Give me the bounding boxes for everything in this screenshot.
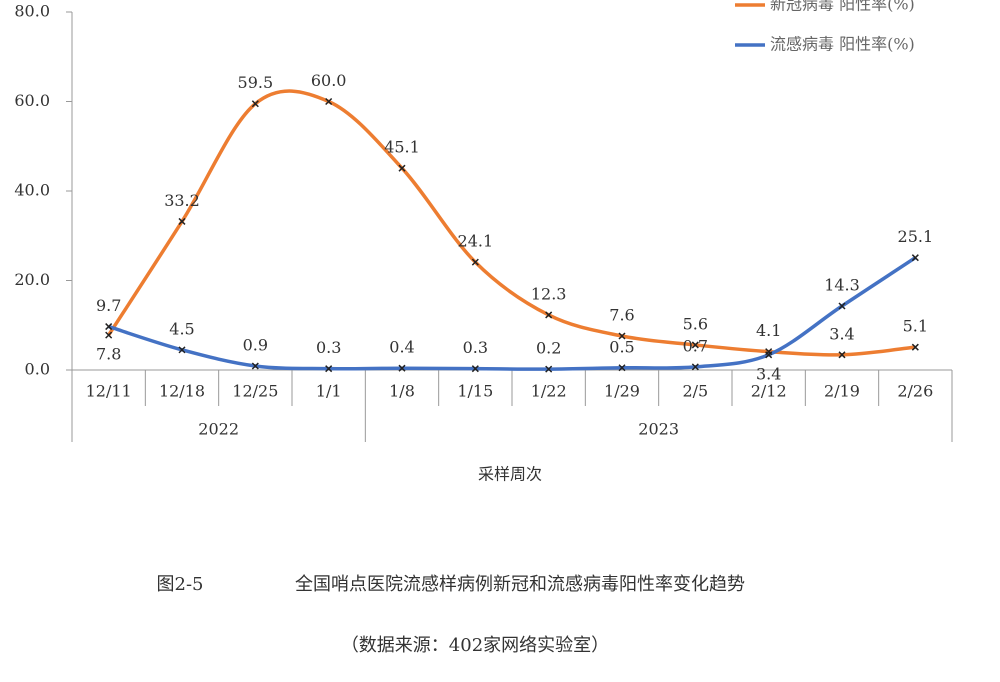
x-axis-title: 采样周次 bbox=[478, 465, 542, 484]
point-marker bbox=[398, 364, 406, 372]
point-marker bbox=[545, 311, 553, 319]
data-label: 0.3 bbox=[463, 338, 488, 357]
y-tick-label: 20.0 bbox=[14, 270, 50, 289]
point-marker bbox=[178, 346, 186, 354]
caption: 全国哨点医院流感样病例新冠和流感病毒阳性率变化趋势 bbox=[295, 574, 745, 595]
point-marker bbox=[618, 332, 626, 340]
point-marker bbox=[765, 351, 773, 359]
point-marker bbox=[838, 302, 846, 310]
source: （数据来源：402家网络实验室） bbox=[341, 635, 609, 656]
point-marker bbox=[911, 343, 919, 351]
data-label: 0.9 bbox=[243, 335, 268, 354]
data-label: 7.6 bbox=[609, 305, 634, 324]
group-label: 2023 bbox=[638, 420, 679, 439]
data-label: 59.5 bbox=[238, 73, 274, 92]
data-label: 7.8 bbox=[96, 345, 121, 364]
point-marker bbox=[325, 365, 333, 373]
y-tick-label: 60.0 bbox=[14, 91, 50, 110]
data-label: 5.6 bbox=[683, 314, 708, 333]
point-marker bbox=[178, 217, 186, 225]
x-tick-label: 1/1 bbox=[316, 382, 342, 401]
data-label: 24.1 bbox=[458, 232, 494, 251]
data-label: 12.3 bbox=[531, 284, 567, 303]
x-tick-label: 2/5 bbox=[682, 382, 708, 401]
x-tick-label: 1/15 bbox=[457, 382, 493, 401]
point-marker bbox=[545, 365, 553, 373]
data-label: 4.5 bbox=[169, 319, 194, 338]
point-marker bbox=[105, 331, 113, 339]
y-tick-label: 80.0 bbox=[14, 2, 50, 21]
series-line bbox=[107, 89, 916, 357]
point-marker bbox=[838, 351, 846, 359]
data-label: 25.1 bbox=[898, 227, 934, 246]
point-marker bbox=[325, 97, 333, 106]
point-marker bbox=[691, 363, 699, 371]
point-marker bbox=[618, 364, 626, 372]
data-label: 0.4 bbox=[389, 338, 414, 357]
point-marker bbox=[105, 323, 113, 331]
data-label: 0.5 bbox=[609, 337, 634, 356]
x-tick-label: 12/25 bbox=[232, 382, 278, 401]
data-label: 0.2 bbox=[536, 339, 561, 358]
data-label: 3.4 bbox=[829, 324, 854, 343]
point-marker bbox=[911, 254, 919, 262]
x-tick-label: 2/12 bbox=[751, 382, 787, 401]
point-marker bbox=[691, 341, 699, 349]
group-label: 2022 bbox=[198, 420, 239, 439]
x-tick-label: 1/22 bbox=[531, 382, 567, 401]
y-tick-label: 0.0 bbox=[25, 360, 50, 379]
y-tick-label: 40.0 bbox=[14, 181, 50, 200]
x-tick-label: 12/18 bbox=[159, 382, 205, 401]
caption-number: 图2-5 bbox=[157, 574, 204, 595]
data-label: 33.2 bbox=[164, 191, 200, 210]
data-label: 0.7 bbox=[683, 336, 708, 355]
data-label: 4.1 bbox=[756, 321, 781, 340]
data-label: 60.0 bbox=[311, 71, 347, 90]
data-label: 3.4 bbox=[756, 364, 781, 383]
point-marker bbox=[251, 100, 259, 108]
point-marker bbox=[471, 365, 479, 373]
data-label: 5.1 bbox=[903, 317, 928, 336]
x-tick-label: 1/29 bbox=[604, 382, 640, 401]
x-tick-label: 2/26 bbox=[897, 382, 933, 401]
data-label: 45.1 bbox=[384, 138, 420, 157]
point-marker bbox=[398, 164, 406, 172]
legend-label: 流感病毒 阳性率(%) bbox=[770, 35, 915, 54]
point-marker bbox=[471, 258, 479, 266]
data-label: 0.3 bbox=[316, 338, 341, 357]
legend-label: 新冠病毒 阳性率(%) bbox=[770, 0, 915, 14]
x-tick-label: 1/8 bbox=[389, 382, 415, 401]
point-marker bbox=[251, 362, 259, 370]
data-label: 14.3 bbox=[824, 276, 860, 295]
x-tick-label: 12/11 bbox=[86, 382, 132, 401]
series-line bbox=[108, 256, 917, 371]
data-label: 9.7 bbox=[96, 296, 121, 315]
x-tick-label: 2/19 bbox=[824, 382, 860, 401]
